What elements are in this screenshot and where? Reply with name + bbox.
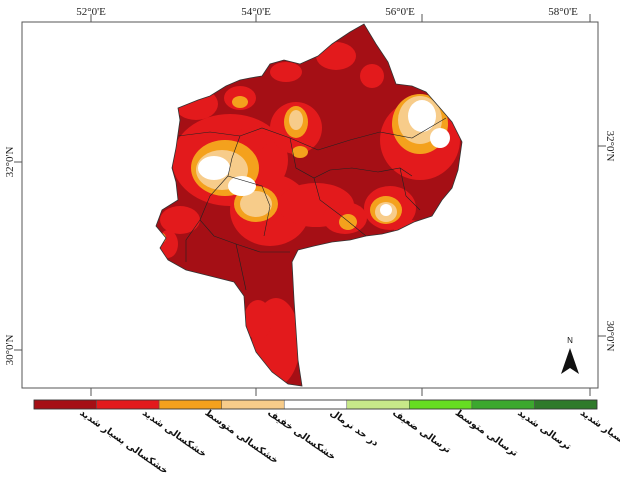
legend-swatch-8 [471, 399, 535, 410]
lon-label-58: 58°0'E [548, 6, 578, 18]
lon-label-54: 54°0'E [241, 6, 271, 18]
normal-areas [198, 100, 450, 216]
legend-swatch-5 [283, 399, 348, 410]
region-outline [155, 23, 463, 387]
north-arrow: N [561, 336, 579, 374]
lat-label-32-right: 32°0'N [604, 131, 616, 162]
legend-swatch-4 [221, 399, 285, 410]
county-boundaries [177, 117, 447, 291]
legend-swatch-7 [409, 399, 473, 410]
top-ticks [14, 14, 606, 396]
north-arrow-label: N [567, 336, 573, 345]
legend-swatch-1 [33, 399, 97, 410]
lat-label-32-left: 32°0'N [4, 147, 16, 178]
legend-swatch-6 [346, 399, 410, 410]
legend-frame [33, 399, 598, 410]
north-arrow-left-icon [561, 348, 570, 374]
lat-label-30-right: 30°0'N [604, 321, 616, 352]
legend-swatch-9 [534, 399, 598, 410]
legend-swatch-3 [158, 399, 222, 410]
legend-label-7: ترسالی متوسط [453, 407, 520, 459]
legend-label-6: ترسالی ضعیف [390, 407, 453, 455]
legend-label-8: ترسالی شدید [515, 407, 573, 452]
legend-label-5: در حد نرمال [328, 407, 381, 448]
legend-swatches [33, 399, 598, 410]
legend-label-9: ترسالی بسیار شدید [578, 407, 620, 469]
lon-label-56: 56°0'E [385, 6, 415, 18]
north-arrow-right-icon [570, 348, 579, 374]
lat-label-30-left: 30°0'N [4, 335, 16, 366]
legend-label-2: خشکسالی شدید [140, 407, 208, 459]
legend-swatch-2 [96, 399, 160, 410]
lon-label-52: 52°0'E [76, 6, 106, 18]
